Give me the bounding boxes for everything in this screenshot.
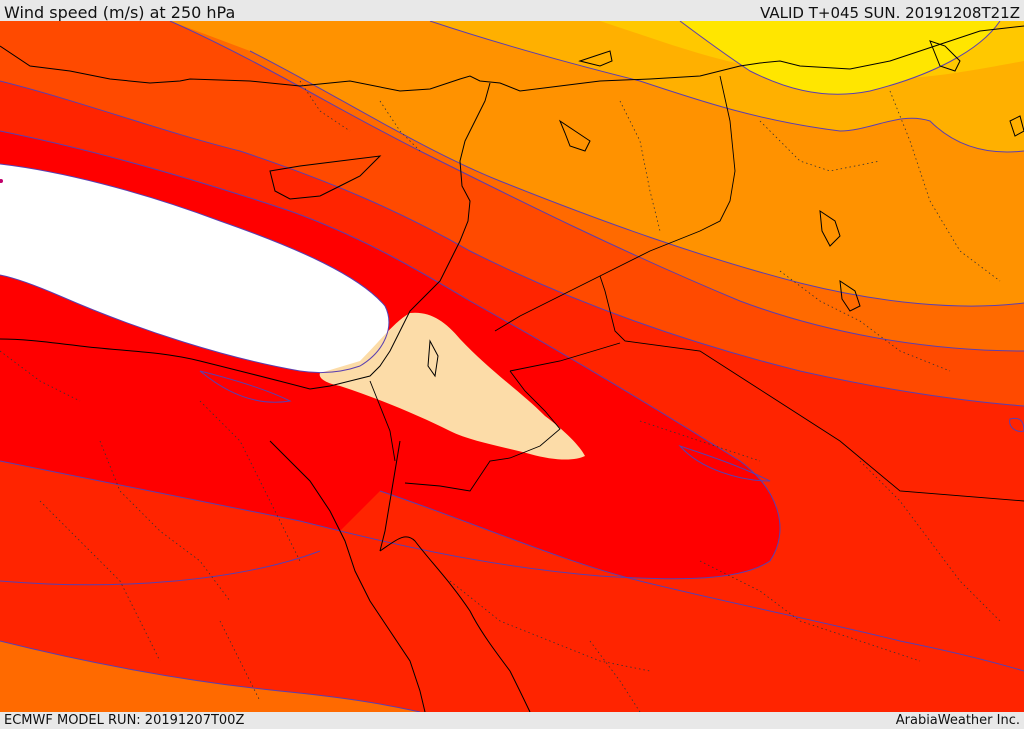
jet-core-beige[interactable] bbox=[319, 312, 585, 460]
band-red-lower bbox=[0, 491, 1024, 712]
model-run-label: ECMWF MODEL RUN: 20191207T00Z bbox=[4, 713, 245, 728]
band-orange-bottom bbox=[0, 641, 420, 712]
contour-lines bbox=[0, 21, 1024, 712]
political-boundaries bbox=[369, 75, 1024, 502]
header-bar: Wind speed (m/s) at 250 hPa VALID T+045 … bbox=[0, 0, 1024, 22]
band-yellow-core bbox=[680, 21, 1000, 95]
wind-speed-map[interactable] bbox=[0, 21, 1024, 712]
map-title: Wind speed (m/s) at 250 hPa bbox=[4, 3, 236, 22]
credit-label: ArabiaWeather Inc. bbox=[895, 713, 1020, 728]
marker-dot bbox=[0, 179, 3, 183]
internal-boundaries bbox=[0, 80, 1001, 712]
jet-core-white[interactable] bbox=[0, 164, 389, 373]
coastlines bbox=[0, 25, 1024, 712]
footer-bar: ECMWF MODEL RUN: 20191207T00Z ArabiaWeat… bbox=[0, 712, 1024, 729]
valid-time-label: VALID T+045 SUN. 20191208T21Z bbox=[760, 4, 1020, 22]
